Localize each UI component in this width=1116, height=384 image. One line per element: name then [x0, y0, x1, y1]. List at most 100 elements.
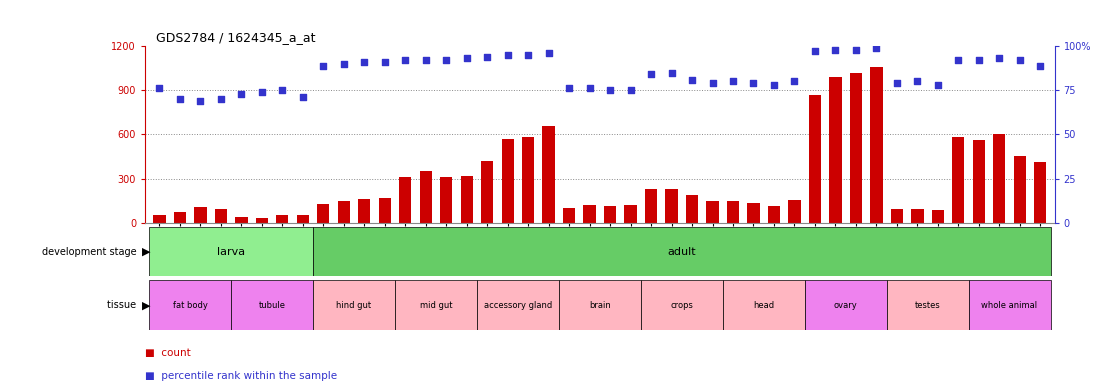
Bar — [297, 215, 309, 223]
Text: whole animal: whole animal — [981, 301, 1038, 310]
Point — [253, 89, 271, 95]
Point — [171, 96, 189, 102]
Point — [744, 80, 762, 86]
Bar — [645, 189, 657, 223]
Bar — [625, 205, 637, 223]
Bar — [562, 208, 575, 223]
Text: development stage: development stage — [41, 247, 140, 257]
Point — [908, 78, 926, 84]
Point — [396, 57, 414, 63]
Point — [315, 63, 333, 69]
Point — [827, 46, 845, 53]
Text: ovary: ovary — [834, 301, 857, 310]
Bar — [194, 207, 206, 223]
Point — [294, 94, 311, 100]
Bar — [150, 280, 231, 330]
Bar — [481, 161, 493, 223]
Point — [458, 55, 475, 61]
Bar — [891, 209, 903, 223]
Point — [416, 57, 434, 63]
Point — [663, 70, 681, 76]
Bar — [174, 212, 186, 223]
Point — [499, 52, 517, 58]
Bar — [665, 189, 677, 223]
Bar — [420, 171, 432, 223]
Bar — [952, 137, 964, 223]
Point — [192, 98, 210, 104]
Bar — [378, 198, 391, 223]
Point — [642, 71, 660, 78]
Bar — [768, 206, 780, 223]
Point — [437, 57, 455, 63]
Text: larva: larva — [217, 247, 246, 257]
Point — [232, 91, 250, 97]
Point — [683, 76, 701, 83]
Bar — [727, 201, 739, 223]
Point — [560, 85, 578, 91]
Bar — [584, 205, 596, 223]
Bar — [805, 280, 886, 330]
Point — [703, 80, 721, 86]
Bar — [870, 67, 883, 223]
Text: ▶: ▶ — [142, 300, 151, 310]
Point — [151, 85, 169, 91]
Text: tissue: tissue — [107, 300, 140, 310]
Point — [376, 59, 394, 65]
Bar — [477, 280, 559, 330]
Bar — [338, 200, 350, 223]
Point — [990, 55, 1008, 61]
Text: ▶: ▶ — [142, 247, 151, 257]
Bar — [314, 280, 395, 330]
Point — [888, 80, 906, 86]
Bar — [522, 137, 535, 223]
Bar — [395, 280, 477, 330]
Bar — [256, 218, 268, 223]
Bar — [849, 73, 862, 223]
Text: fat body: fat body — [173, 301, 208, 310]
Bar — [150, 227, 314, 276]
Bar — [358, 199, 371, 223]
Point — [970, 57, 988, 63]
Point — [1031, 63, 1049, 69]
Bar — [886, 280, 969, 330]
Point — [622, 87, 639, 93]
Bar — [1035, 162, 1047, 223]
Text: hind gut: hind gut — [336, 301, 372, 310]
Bar — [686, 195, 699, 223]
Bar — [314, 227, 1050, 276]
Bar — [829, 77, 841, 223]
Bar — [317, 204, 329, 223]
Bar — [748, 203, 760, 223]
Point — [724, 78, 742, 84]
Text: crops: crops — [671, 301, 693, 310]
Bar — [231, 280, 314, 330]
Text: mid gut: mid gut — [420, 301, 452, 310]
Point — [355, 59, 373, 65]
Bar — [235, 217, 248, 223]
Bar — [542, 126, 555, 223]
Bar — [932, 210, 944, 223]
Point — [766, 82, 783, 88]
Point — [602, 87, 619, 93]
Point — [335, 61, 353, 67]
Bar — [1013, 157, 1026, 223]
Bar — [440, 177, 452, 223]
Text: brain: brain — [589, 301, 610, 310]
Point — [479, 54, 497, 60]
Bar — [809, 94, 821, 223]
Text: ■  count: ■ count — [145, 348, 191, 358]
Bar — [461, 175, 473, 223]
Point — [786, 78, 804, 84]
Text: head: head — [753, 301, 775, 310]
Text: ■  percentile rank within the sample: ■ percentile rank within the sample — [145, 371, 337, 381]
Bar — [400, 177, 412, 223]
Bar — [604, 206, 616, 223]
Bar — [706, 201, 719, 223]
Bar — [501, 139, 513, 223]
Bar — [641, 280, 723, 330]
Text: accessory gland: accessory gland — [483, 301, 552, 310]
Bar — [993, 134, 1006, 223]
Bar — [153, 215, 165, 223]
Text: testes: testes — [915, 301, 941, 310]
Bar — [723, 280, 805, 330]
